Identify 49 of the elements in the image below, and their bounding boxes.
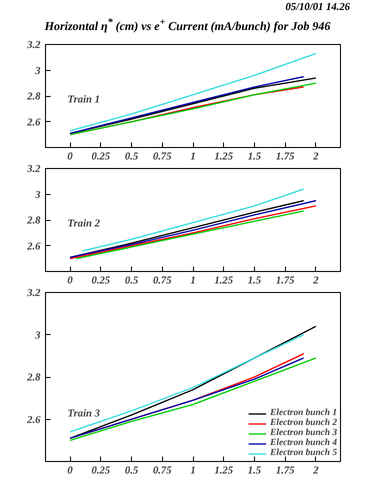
x-tick-label: 1.5	[248, 466, 262, 476]
annotation: Train 3	[68, 408, 101, 420]
x-tick-label: 0.75	[152, 466, 172, 476]
legend-label: Electron bunch 5	[270, 448, 337, 458]
x-tick-label: 1	[190, 276, 196, 286]
legend-label: Electron bunch 3	[270, 428, 337, 438]
x-tick-label: 1.25	[214, 152, 234, 162]
x-tick-label: 0.75	[152, 276, 172, 286]
x-tick-label: 0.5	[124, 152, 139, 162]
x-tick-label: 0.5	[124, 466, 139, 476]
y-tick-label: 2.6	[26, 117, 42, 128]
x-tick-label: 0.75	[152, 152, 172, 162]
x-tick-label: 1.75	[276, 276, 296, 286]
x-tick-label: 0	[67, 152, 74, 162]
x-tick-label: 0	[67, 276, 74, 286]
chart-subtitle: 05/10/01 14.26	[285, 1, 350, 15]
x-tick-label: 1.5	[248, 152, 262, 162]
x-tick-label: 1	[190, 152, 196, 162]
x-tick-label: 1.5	[248, 276, 262, 286]
x-tick-label: 2	[312, 466, 320, 476]
y-tick-label: 3	[34, 330, 42, 342]
y-tick-label: 2.6	[26, 241, 42, 252]
x-tick-label: 2	[312, 276, 320, 286]
legend-label: Electron bunch 4	[270, 438, 337, 448]
x-tick-label: 0.25	[91, 276, 111, 286]
y-tick-label: 3.2	[26, 40, 42, 51]
annotation: Train 1	[68, 94, 100, 106]
y-tick-label: 3.2	[26, 164, 42, 175]
x-tick-label: 0.25	[91, 152, 111, 162]
legend-label: Electron bunch 1	[270, 408, 337, 418]
chart-title: Horizontal η$^{*}$ (cm) vs e$^{+}$ Current (mA/bunch) for Job 946	[44, 16, 330, 35]
y-tick-label: 2.8	[26, 92, 42, 102]
y-tick-label: 2.6	[26, 414, 42, 426]
x-tick-label: 1	[190, 466, 196, 476]
y-tick-label: 3	[34, 190, 42, 201]
x-tick-label: 2	[312, 152, 320, 162]
legend-label: Electron bunch 2	[270, 418, 337, 428]
x-tick-label: 0	[67, 466, 74, 476]
y-tick-label: 2.8	[26, 372, 42, 384]
x-tick-label: 0.25	[91, 466, 111, 476]
x-tick-label: 1.75	[276, 152, 296, 162]
y-tick-label: 3	[34, 66, 42, 77]
y-tick-label: 3.2	[26, 288, 42, 299]
x-tick-label: 1.25	[214, 276, 234, 286]
x-tick-label: 0.5	[124, 276, 139, 286]
y-tick-label: 2.8	[26, 216, 42, 226]
x-tick-label: 1.75	[276, 466, 296, 476]
x-tick-label: 1.25	[214, 466, 234, 476]
annotation: Train 2	[68, 218, 101, 230]
